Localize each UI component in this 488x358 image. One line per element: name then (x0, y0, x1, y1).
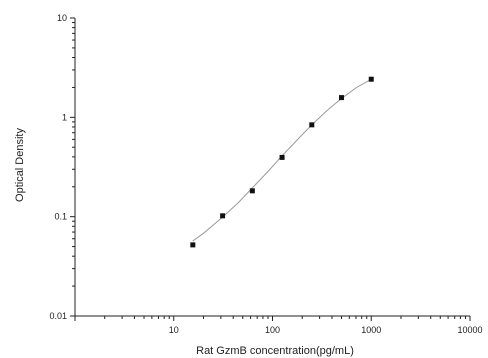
data-point (279, 154, 285, 160)
x-tick-label: 10000 (457, 325, 482, 335)
data-point (339, 95, 345, 101)
y-tick-label: 1 (62, 112, 67, 122)
data-point (309, 122, 315, 128)
data-point (220, 213, 226, 219)
y-tick-label: 10 (57, 13, 67, 23)
y-axis-ticks: 10 1 0.1 0.01 (49, 13, 75, 321)
data-points (190, 76, 374, 248)
x-axis-ticks: 10 100 1000 10000 (74, 316, 483, 335)
y-tick-label: 0.01 (49, 311, 67, 321)
data-point (190, 242, 196, 248)
fit-curve (192, 78, 372, 242)
x-tick-label: 100 (265, 325, 280, 335)
x-tick-label: 10 (169, 325, 179, 335)
y-axis-label: Optical Density (14, 128, 26, 202)
x-tick-label: 1000 (361, 325, 381, 335)
data-point (249, 188, 255, 194)
x-axis-label: Rat GzmB concentration(pg/mL) (196, 345, 354, 357)
data-point (368, 76, 374, 82)
y-tick-label: 0.1 (54, 212, 67, 222)
